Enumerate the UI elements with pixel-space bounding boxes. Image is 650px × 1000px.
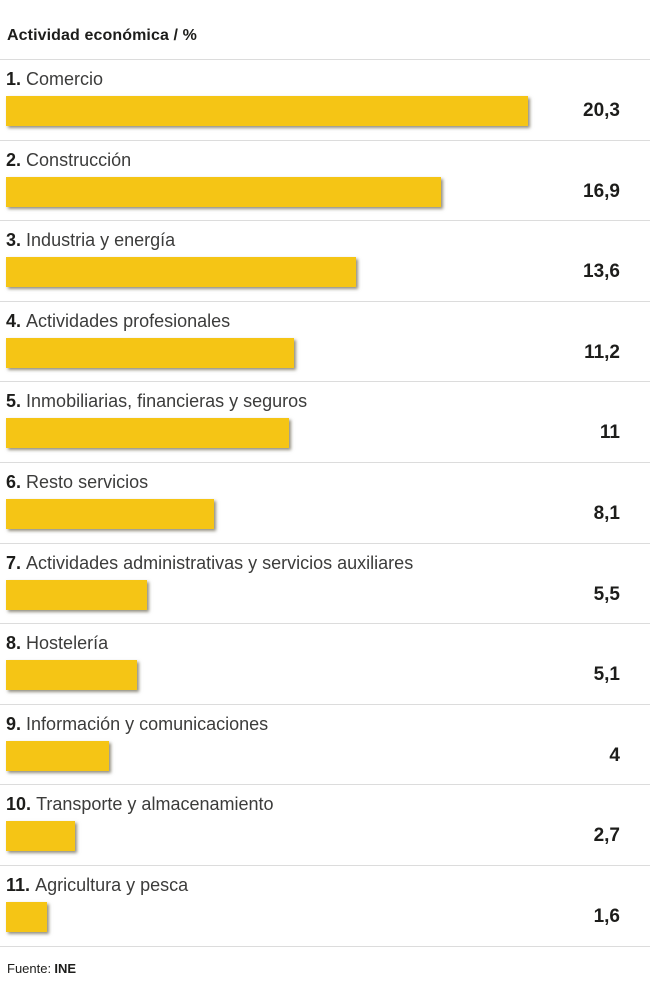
bar-value: 11 — [599, 422, 620, 444]
row-category: Inmobiliarias, financieras y seguros — [26, 391, 308, 412]
bar — [6, 821, 76, 852]
row-rank: 3. — [6, 230, 22, 251]
source-label: Fuente: — [7, 960, 52, 976]
chart-row: 6. Resto servicios 8,1 — [0, 463, 650, 544]
chart-title: Actividad económica / % — [7, 27, 197, 44]
row-label: 11. Agricultura y pesca — [6, 873, 650, 897]
chart-row: 11. Agricultura y pesca 1,6 — [0, 866, 650, 947]
bar-value: 13,6 — [583, 261, 620, 283]
row-label: 7. Actividades administrativas y servicio… — [6, 551, 650, 575]
row-label: 4. Actividades profesionales — [6, 309, 650, 333]
bar-value: 4 — [609, 744, 620, 766]
row-rank: 11. — [6, 874, 31, 895]
row-rank: 4. — [6, 310, 22, 331]
bar-value: 5,1 — [593, 664, 620, 686]
row-rank: 5. — [6, 391, 22, 412]
bar — [6, 901, 48, 932]
chart-header: Actividad económica / % — [0, 0, 650, 60]
row-category: Transporte y almacenamiento — [36, 794, 274, 815]
row-category: Actividades administrativas y servicios … — [26, 552, 414, 573]
row-rank: 1. — [6, 69, 22, 89]
chart-source: Fuente: INE — [0, 947, 650, 976]
row-category: Industria y energía — [26, 230, 176, 251]
row-label: 2. Construcción — [6, 148, 650, 172]
source-name: INE — [54, 960, 77, 976]
row-category: Actividades profesionales — [26, 310, 231, 331]
bar — [6, 96, 528, 126]
chart-row: 3. Industria y energía 13,6 — [0, 221, 650, 302]
bar — [6, 660, 138, 691]
bar-value: 1,6 — [593, 905, 620, 927]
bar-value: 16,9 — [583, 180, 620, 202]
row-category: Comercio — [26, 69, 104, 89]
row-rank: 10. — [6, 794, 32, 815]
row-label: 8. Hostelería — [6, 631, 650, 655]
bar-value: 5,5 — [593, 583, 620, 605]
chart-row: 7. Actividades administrativas y servicio… — [0, 544, 650, 625]
row-label: 1. Comercio — [6, 67, 650, 91]
row-rank: 9. — [6, 713, 22, 734]
chart-row: 5. Inmobiliarias, financieras y seguros 1… — [0, 382, 650, 463]
row-label: 6. Resto servicios — [6, 470, 650, 494]
row-category: Información y comunicaciones — [26, 713, 269, 734]
chart-row: 10. Transporte y almacenamiento 2,7 — [0, 785, 650, 866]
bar-value: 8,1 — [593, 502, 620, 524]
bar-value: 20,3 — [583, 100, 620, 121]
row-rank: 8. — [6, 633, 22, 654]
bar — [6, 579, 148, 610]
bar — [6, 740, 109, 771]
chart-row: 8. Hostelería 5,1 — [0, 624, 650, 705]
chart-row: 9. Información y comunicaciones 4 — [0, 705, 650, 786]
row-rank: 6. — [6, 471, 22, 492]
row-rank: 2. — [6, 149, 22, 170]
row-rank: 7. — [6, 552, 22, 573]
row-label: 5. Inmobiliarias, financieras y seguros — [6, 389, 650, 413]
chart-row: 4. Actividades profesionales 11,2 — [0, 302, 650, 383]
bar — [6, 257, 356, 288]
chart-row: 1. Comercio 20,3 — [0, 60, 650, 141]
row-label: 3. Industria y energía — [6, 228, 650, 252]
bar — [6, 337, 294, 368]
row-category: Resto servicios — [26, 471, 149, 492]
bar-value: 2,7 — [593, 825, 620, 847]
chart-rows: 1. Comercio 20,3 2. Construcción 16,9 3. In… — [0, 60, 650, 947]
bar — [6, 498, 215, 529]
row-label: 9. Información y comunicaciones — [6, 712, 650, 736]
row-category: Hostelería — [26, 633, 109, 654]
bar — [6, 176, 441, 207]
row-category: Construcción — [26, 149, 132, 170]
row-category: Agricultura y pesca — [35, 874, 189, 895]
bar — [6, 418, 289, 449]
row-label: 10. Transporte y almacenamiento — [6, 792, 650, 816]
chart-row: 2. Construcción 16,9 — [0, 141, 650, 222]
bar-value: 11,2 — [584, 341, 620, 363]
